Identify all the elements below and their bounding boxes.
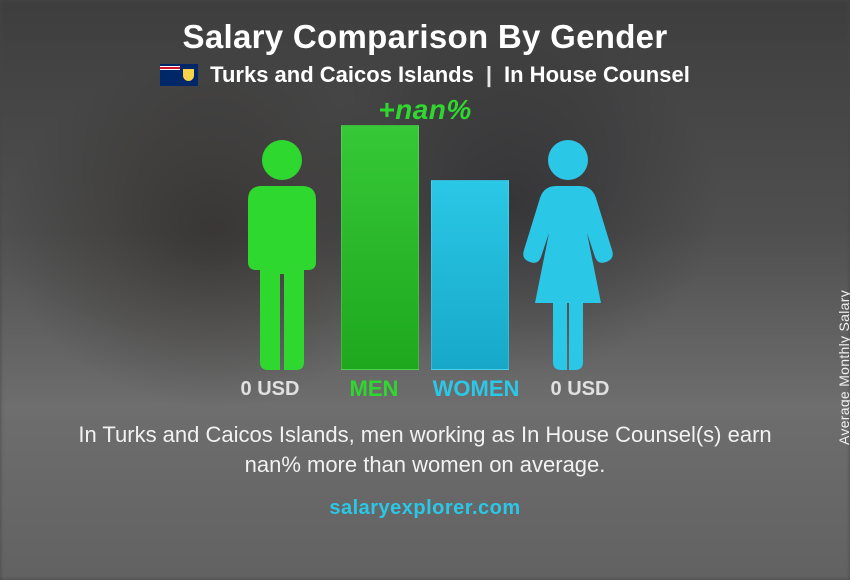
female-person-icon — [521, 138, 615, 370]
chart-area: +nan% 0 USD MEN — [145, 102, 705, 402]
summary-text: In Turks and Caicos Islands, men working… — [55, 420, 795, 479]
flag-icon — [160, 64, 198, 86]
figures-row — [145, 125, 705, 370]
y-axis-label: Average Monthly Salary — [836, 290, 850, 445]
country-label: Turks and Caicos Islands — [210, 62, 474, 88]
men-value-label: 0 USD — [223, 378, 317, 401]
women-bar — [431, 180, 509, 370]
men-label: MEN — [329, 376, 419, 402]
labels-row: 0 USD MEN WOMEN 0 USD — [145, 376, 705, 402]
women-value-label: 0 USD — [533, 378, 627, 401]
page-title: Salary Comparison By Gender — [183, 18, 668, 56]
subtitle-row: Turks and Caicos Islands | In House Coun… — [160, 62, 690, 88]
women-label: WOMEN — [431, 376, 521, 402]
subtitle-separator: | — [486, 62, 492, 88]
percent-difference-label: +nan% — [378, 94, 472, 126]
male-person-icon — [235, 138, 329, 370]
role-label: In House Counsel — [504, 62, 690, 88]
content-container: Salary Comparison By Gender Turks and Ca… — [0, 0, 850, 580]
men-bar — [341, 125, 419, 370]
source-label: salaryexplorer.com — [329, 497, 520, 520]
